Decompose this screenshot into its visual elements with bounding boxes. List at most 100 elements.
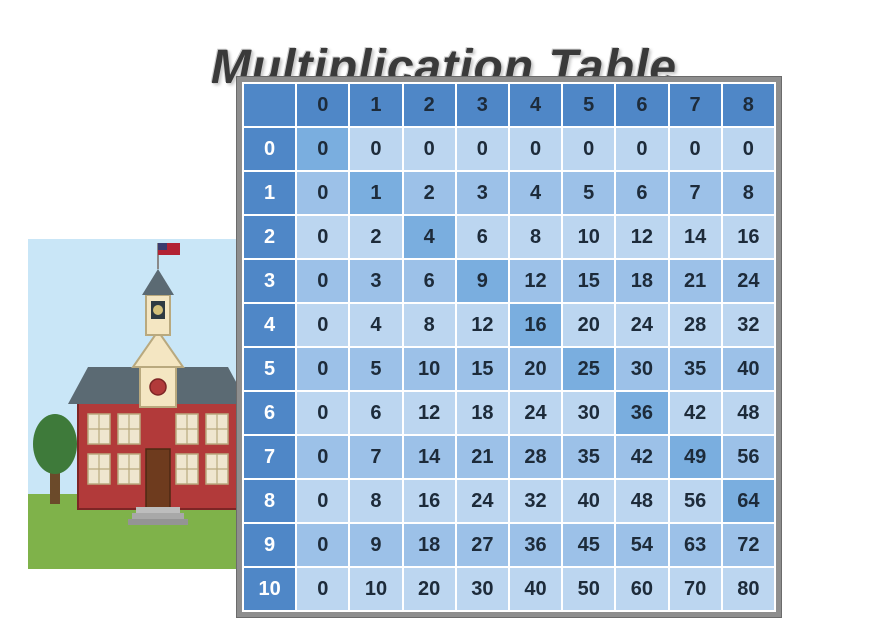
cell: 1 bbox=[349, 171, 402, 215]
table-row: 50510152025303540 bbox=[243, 347, 775, 391]
cell: 2 bbox=[403, 171, 456, 215]
cell: 9 bbox=[456, 259, 509, 303]
cell: 30 bbox=[562, 391, 615, 435]
cell: 0 bbox=[615, 127, 668, 171]
cell: 8 bbox=[403, 303, 456, 347]
cell: 54 bbox=[615, 523, 668, 567]
cell: 18 bbox=[456, 391, 509, 435]
table-row: 60612182430364248 bbox=[243, 391, 775, 435]
row-header: 0 bbox=[243, 127, 296, 171]
row-header: 5 bbox=[243, 347, 296, 391]
cell: 8 bbox=[722, 171, 775, 215]
cell: 12 bbox=[456, 303, 509, 347]
cell: 6 bbox=[349, 391, 402, 435]
cell: 4 bbox=[349, 303, 402, 347]
cell: 36 bbox=[615, 391, 668, 435]
cell: 24 bbox=[615, 303, 668, 347]
row-header: 7 bbox=[243, 435, 296, 479]
cell: 0 bbox=[296, 567, 349, 611]
cell: 18 bbox=[615, 259, 668, 303]
cell: 48 bbox=[722, 391, 775, 435]
multiplication-table-frame: 0 1 2 3 4 5 6 7 8 0000000000101234567820… bbox=[236, 76, 782, 618]
table-row: 303691215182124 bbox=[243, 259, 775, 303]
col-header: 5 bbox=[562, 83, 615, 127]
cell: 10 bbox=[349, 567, 402, 611]
cell: 0 bbox=[296, 303, 349, 347]
cell: 30 bbox=[615, 347, 668, 391]
cell: 60 bbox=[615, 567, 668, 611]
cell: 15 bbox=[456, 347, 509, 391]
cell: 0 bbox=[296, 127, 349, 171]
col-header: 3 bbox=[456, 83, 509, 127]
table-row: 1012345678 bbox=[243, 171, 775, 215]
table-row: 70714212835424956 bbox=[243, 435, 775, 479]
table-row: 20246810121416 bbox=[243, 215, 775, 259]
cell: 32 bbox=[722, 303, 775, 347]
cell: 21 bbox=[669, 259, 722, 303]
cell: 72 bbox=[722, 523, 775, 567]
cell: 40 bbox=[722, 347, 775, 391]
cell: 0 bbox=[562, 127, 615, 171]
cell: 0 bbox=[296, 391, 349, 435]
cell: 48 bbox=[615, 479, 668, 523]
row-header: 3 bbox=[243, 259, 296, 303]
cell: 40 bbox=[509, 567, 562, 611]
cell: 0 bbox=[456, 127, 509, 171]
cell: 0 bbox=[403, 127, 456, 171]
cell: 0 bbox=[296, 479, 349, 523]
cell: 18 bbox=[403, 523, 456, 567]
cell: 6 bbox=[403, 259, 456, 303]
cell: 4 bbox=[509, 171, 562, 215]
cell: 0 bbox=[349, 127, 402, 171]
cell: 27 bbox=[456, 523, 509, 567]
cell: 20 bbox=[403, 567, 456, 611]
cell: 0 bbox=[669, 127, 722, 171]
col-header: 7 bbox=[669, 83, 722, 127]
cell: 70 bbox=[669, 567, 722, 611]
table-row: 0000000000 bbox=[243, 127, 775, 171]
cell: 24 bbox=[509, 391, 562, 435]
cell: 9 bbox=[349, 523, 402, 567]
cell: 8 bbox=[509, 215, 562, 259]
cell: 14 bbox=[403, 435, 456, 479]
multiplication-table: 0 1 2 3 4 5 6 7 8 0000000000101234567820… bbox=[242, 82, 776, 612]
cell: 14 bbox=[669, 215, 722, 259]
table-row: 4048121620242832 bbox=[243, 303, 775, 347]
row-header: 8 bbox=[243, 479, 296, 523]
column-header-row: 0 1 2 3 4 5 6 7 8 bbox=[243, 83, 775, 127]
cell: 56 bbox=[669, 479, 722, 523]
cell: 36 bbox=[509, 523, 562, 567]
table-row: 90918273645546372 bbox=[243, 523, 775, 567]
cell: 12 bbox=[403, 391, 456, 435]
cell: 49 bbox=[669, 435, 722, 479]
table-row: 80816243240485664 bbox=[243, 479, 775, 523]
corner-cell bbox=[243, 83, 296, 127]
cell: 64 bbox=[722, 479, 775, 523]
cell: 12 bbox=[615, 215, 668, 259]
cell: 3 bbox=[456, 171, 509, 215]
cell: 10 bbox=[403, 347, 456, 391]
cell: 30 bbox=[456, 567, 509, 611]
cell: 24 bbox=[456, 479, 509, 523]
cell: 28 bbox=[509, 435, 562, 479]
cell: 0 bbox=[296, 347, 349, 391]
row-header: 6 bbox=[243, 391, 296, 435]
cell: 15 bbox=[562, 259, 615, 303]
row-header: 10 bbox=[243, 567, 296, 611]
cell: 0 bbox=[296, 259, 349, 303]
cell: 40 bbox=[562, 479, 615, 523]
cell: 16 bbox=[403, 479, 456, 523]
cell: 32 bbox=[509, 479, 562, 523]
cell: 16 bbox=[509, 303, 562, 347]
cell: 63 bbox=[669, 523, 722, 567]
cell: 25 bbox=[562, 347, 615, 391]
table-body: 0000000000101234567820246810121416303691… bbox=[243, 127, 775, 611]
cell: 0 bbox=[722, 127, 775, 171]
cell: 0 bbox=[296, 215, 349, 259]
cell: 16 bbox=[722, 215, 775, 259]
cell: 8 bbox=[349, 479, 402, 523]
row-header: 9 bbox=[243, 523, 296, 567]
col-header: 6 bbox=[615, 83, 668, 127]
cell: 56 bbox=[722, 435, 775, 479]
cell: 45 bbox=[562, 523, 615, 567]
